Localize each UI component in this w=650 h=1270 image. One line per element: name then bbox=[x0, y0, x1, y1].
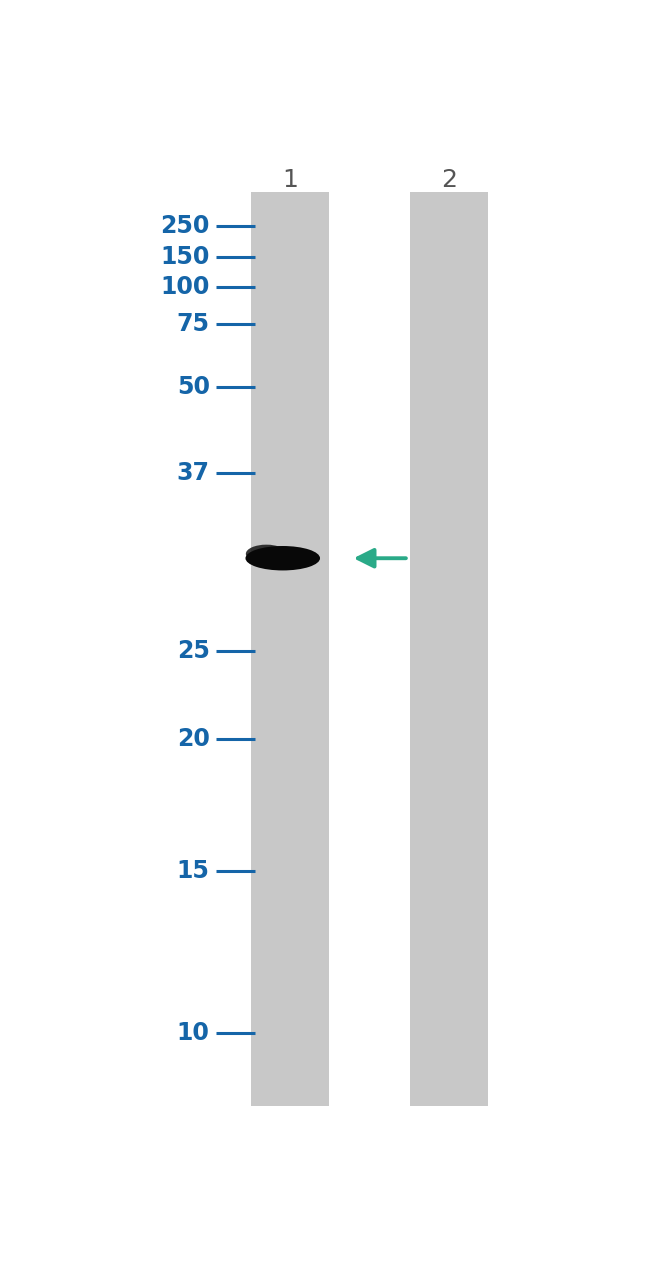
Text: 150: 150 bbox=[161, 245, 210, 269]
Text: 37: 37 bbox=[177, 461, 210, 485]
Text: 15: 15 bbox=[177, 860, 210, 883]
Text: 75: 75 bbox=[177, 311, 210, 335]
Text: 2: 2 bbox=[441, 168, 457, 192]
Text: 50: 50 bbox=[177, 375, 210, 399]
Ellipse shape bbox=[246, 545, 287, 563]
Text: 1: 1 bbox=[282, 168, 298, 192]
Text: 25: 25 bbox=[177, 639, 210, 663]
Text: 100: 100 bbox=[161, 276, 210, 300]
Ellipse shape bbox=[246, 546, 320, 570]
Bar bbox=[252, 192, 330, 1106]
Text: 10: 10 bbox=[177, 1021, 210, 1044]
Text: 250: 250 bbox=[161, 213, 210, 237]
Bar bbox=[410, 192, 488, 1106]
Text: 20: 20 bbox=[177, 728, 210, 751]
